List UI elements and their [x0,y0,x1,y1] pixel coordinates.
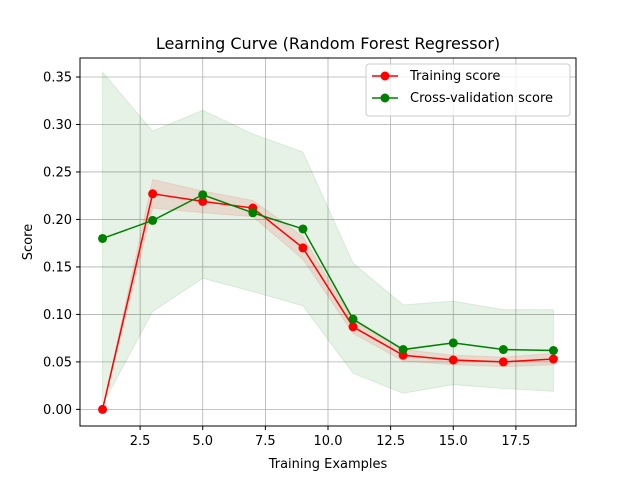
cv-score-line [102,193,554,352]
cv-score-point [248,208,258,218]
cv-score-point [548,346,558,356]
y-tick-label: 0.00 [43,403,72,418]
legend-box [365,63,571,117]
y-tick-label: 0.15 [43,260,72,275]
cv-score-point [298,224,308,234]
chart-title: Learning Curve (Random Forest Regressor) [156,34,500,53]
training-score-point [348,322,358,332]
cv-score-point [348,314,358,324]
x-axis-ticks: 2.5 5.0 7.5 10.0 12.5 15.0 17.5 [130,426,530,449]
y-tick-label: 0.05 [43,355,72,370]
training-score-line [101,192,554,410]
y-tick-label: 0.10 [43,308,72,323]
series-points [98,189,558,414]
y-axis-ticks: 0.00 0.05 0.10 0.15 0.20 0.25 0.30 0.35 [43,70,80,418]
x-axis-label: Training Examples [268,457,388,472]
cv-score-point [98,233,108,243]
training-score-point [298,243,308,253]
legend-label-training: Training score [409,69,500,84]
legend-swatch-training-marker [380,71,390,81]
training-score-point [198,196,208,206]
x-tick-label: 5.0 [192,434,213,449]
y-tick-label: 0.25 [43,165,72,180]
legend: Training score Cross-validation score [365,63,571,117]
y-tick-label: 0.20 [43,213,72,228]
x-tick-label: 10.0 [314,434,343,449]
x-tick-label: 17.5 [501,434,530,449]
x-tick-label: 15.0 [439,434,468,449]
legend-label-cv: Cross-validation score [410,91,553,106]
cv-score-point [148,215,158,225]
cv-score-point [398,345,408,355]
series-lines [101,192,554,410]
y-tick-label: 0.35 [43,70,72,85]
legend-swatch-cv-marker [380,93,390,103]
training-score-point [148,189,158,199]
training-score-point [498,357,508,367]
x-tick-label: 2.5 [130,434,151,449]
x-tick-label: 7.5 [255,434,276,449]
cv-score-band [102,70,554,405]
training-score-point [98,404,108,414]
training-score-point [448,355,458,365]
x-tick-label: 12.5 [376,434,405,449]
cv-score-point [198,190,208,200]
grid [80,58,576,426]
cv-score-point [448,338,458,348]
y-tick-label: 0.30 [43,118,72,133]
y-axis-label: Score [21,224,36,260]
cv-score-point [498,345,508,355]
training-score-point [548,354,558,364]
